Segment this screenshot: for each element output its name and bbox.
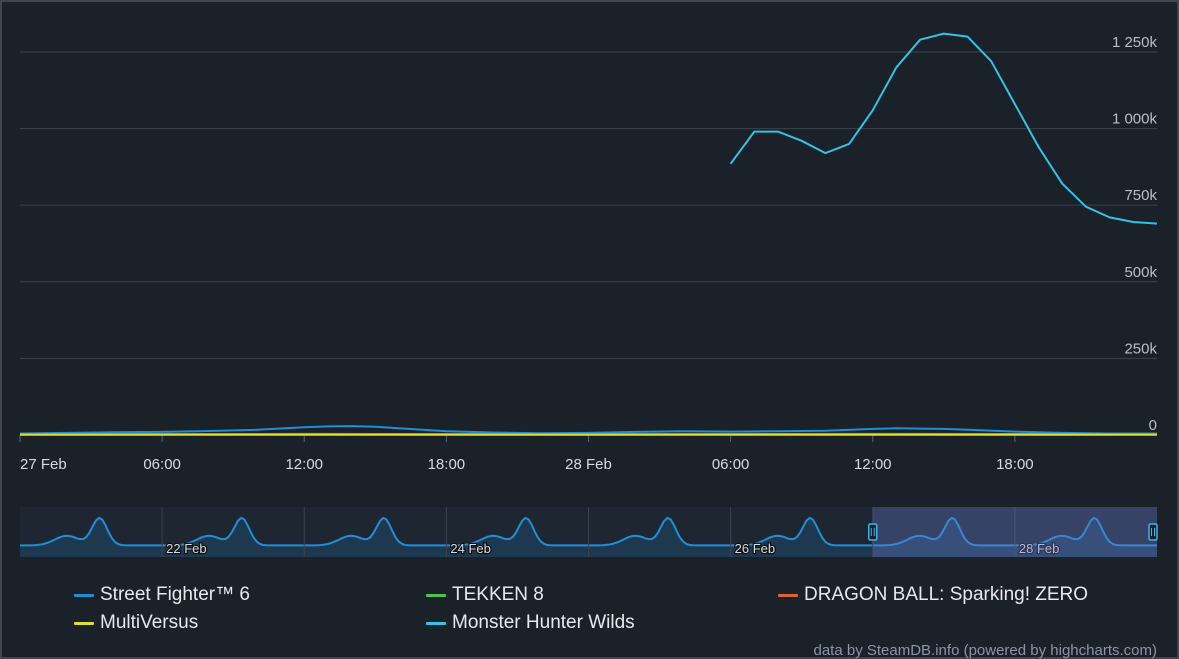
series-line-monster-hunter-wilds bbox=[729, 32, 1158, 225]
y-tick-label: 750k bbox=[1124, 187, 1157, 204]
navigator-handle-right[interactable] bbox=[1148, 523, 1158, 541]
x-tick-label: 12:00 bbox=[854, 456, 892, 473]
navigator-label: 26 Feb bbox=[735, 541, 775, 556]
legend-label: TEKKEN 8 bbox=[452, 584, 544, 605]
x-tick-label: 06:00 bbox=[712, 456, 750, 473]
legend-swatch bbox=[426, 621, 446, 625]
navigator-label: 28 Feb bbox=[1019, 541, 1059, 556]
navigator-label: 24 Feb bbox=[450, 541, 490, 556]
legend-item-tekken-8[interactable]: TEKKEN 8 bbox=[426, 584, 544, 606]
legend-item-multiversus[interactable]: MultiVersus bbox=[74, 612, 198, 634]
x-tick-label: 27 Feb bbox=[20, 456, 67, 473]
legend-item-dragon-ball[interactable]: DRAGON BALL: Sparking! ZERO bbox=[778, 584, 1088, 606]
legend-label: MultiVersus bbox=[100, 612, 199, 633]
legend-label: Street Fighter™ 6 bbox=[100, 584, 250, 605]
y-tick-label: 1 000k bbox=[1112, 111, 1158, 128]
legend-label: Monster Hunter Wilds bbox=[452, 612, 635, 633]
credits[interactable]: data by SteamDB.info (powered by highcha… bbox=[813, 642, 1158, 659]
navigator-handle-left[interactable] bbox=[868, 523, 878, 541]
x-axis: 27 Feb 06:00 12:00 18:00 28 Feb 06:00 12:00 18:… bbox=[19, 435, 1034, 473]
legend-item-monster-hunter-wilds[interactable]: Monster Hunter Wilds bbox=[426, 612, 635, 634]
legend: Street Fighter™ 6 TEKKEN 8 DRAGON BALL: … bbox=[74, 580, 1174, 640]
y-tick-label: 0 bbox=[1149, 417, 1157, 434]
x-tick-label: 06:00 bbox=[143, 456, 181, 473]
x-tick-label: 18:00 bbox=[428, 456, 466, 473]
navigator-selection[interactable] bbox=[872, 507, 1157, 557]
legend-swatch bbox=[74, 593, 94, 597]
x-tick-label: 18:00 bbox=[996, 456, 1034, 473]
legend-swatch bbox=[74, 621, 94, 625]
navigator-label: 22 Feb bbox=[166, 541, 206, 556]
y-tick-label: 1 250k bbox=[1112, 34, 1158, 51]
y-axis: 0 250k 500k 750k 1 000k 1 250k bbox=[1112, 34, 1158, 434]
x-tick-label: 12:00 bbox=[285, 456, 323, 473]
handle-box bbox=[1148, 523, 1158, 541]
legend-swatch bbox=[426, 593, 446, 597]
x-tick-label: 28 Feb bbox=[565, 456, 612, 473]
legend-item-street-fighter-6[interactable]: Street Fighter™ 6 bbox=[74, 584, 250, 606]
plot-area[interactable] bbox=[19, 32, 1158, 436]
series-line-street-fighter-6 bbox=[19, 425, 1157, 435]
legend-swatch bbox=[778, 593, 798, 597]
legend-label: DRAGON BALL: Sparking! ZERO bbox=[804, 584, 1089, 605]
navigator[interactable]: 22 Feb 24 Feb 26 Feb 28 Feb bbox=[20, 507, 1158, 557]
y-tick-label: 250k bbox=[1124, 340, 1157, 357]
y-tick-label: 500k bbox=[1124, 264, 1157, 281]
handle-box bbox=[868, 523, 878, 541]
